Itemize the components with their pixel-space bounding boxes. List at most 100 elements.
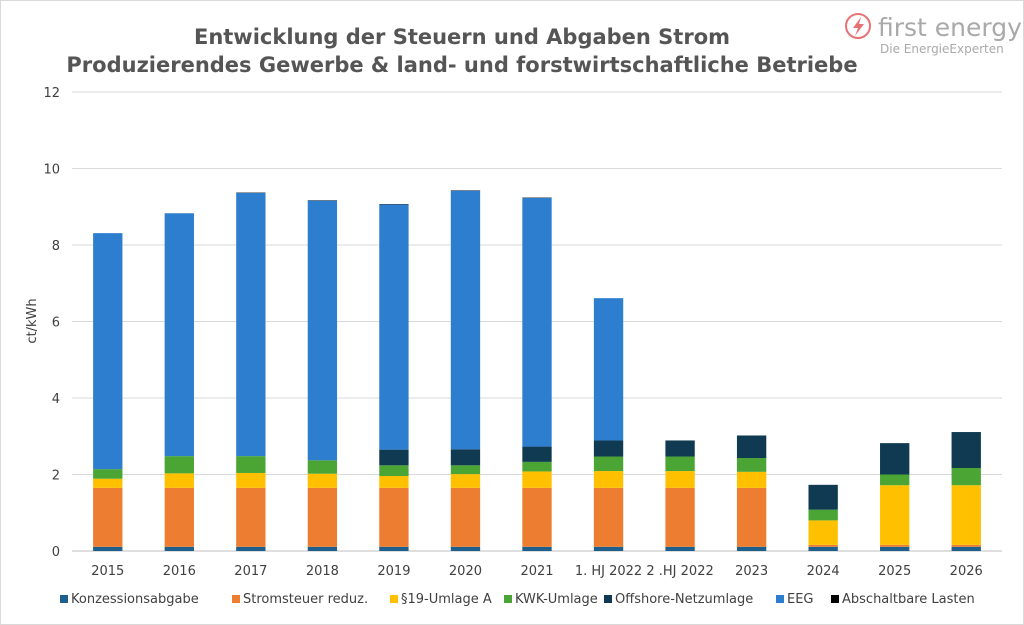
bar-segment xyxy=(236,456,266,473)
x-axis-ticks: 2015 2016 2017 2018 2019 2020 2021 1. HJ 2022 2 … xyxy=(91,564,983,579)
y-tick-label: 8 xyxy=(52,239,60,254)
bar-segment xyxy=(951,485,981,545)
bar-segment xyxy=(93,546,123,551)
bar-segment xyxy=(665,440,695,457)
bar-segment xyxy=(236,487,266,547)
legend-swatch xyxy=(232,595,240,603)
x-tick-label: 2020 xyxy=(449,564,482,579)
bar-segment xyxy=(379,465,409,477)
bar-segment xyxy=(736,435,767,459)
bar-segment xyxy=(307,460,338,474)
bar-segment xyxy=(522,546,552,551)
bar-segment xyxy=(593,546,624,551)
bar-segment xyxy=(736,471,767,488)
legend-label: Stromsteuer reduz. xyxy=(243,592,368,607)
bar-segment xyxy=(236,472,266,488)
y-tick-label: 0 xyxy=(52,545,60,560)
bar-segment xyxy=(164,213,194,457)
bar-segment xyxy=(736,546,767,551)
brand-logo: first energy Die EnergieExperten xyxy=(845,13,1022,56)
x-tick-label: 2023 xyxy=(735,564,768,579)
bar-segment xyxy=(379,204,409,450)
legend-label: Abschaltbare Lasten xyxy=(842,592,975,607)
bar-segment xyxy=(808,509,838,521)
bar-segment xyxy=(307,487,338,547)
bar-segment xyxy=(593,456,624,472)
bar-segment xyxy=(164,546,194,551)
bar-segment xyxy=(236,546,266,551)
bar-segment xyxy=(951,432,981,468)
y-tick-label: 4 xyxy=(52,392,60,407)
bar-segment xyxy=(880,443,910,475)
y-tick-label: 10 xyxy=(43,163,60,178)
lightning-bolt-icon xyxy=(845,13,871,39)
bar-segment xyxy=(93,478,123,488)
bar-segment xyxy=(379,487,409,547)
bar-segment xyxy=(522,461,552,472)
brand-tagline: Die EnergieExperten xyxy=(880,42,1004,56)
chart-title-line-1: Entwicklung der Steuern und Abgaben Stro… xyxy=(194,25,730,49)
gridlines xyxy=(72,91,1002,552)
x-tick-label: 2021 xyxy=(520,564,553,579)
bar-segment xyxy=(450,465,481,475)
bar-segment xyxy=(93,233,123,470)
bars xyxy=(93,190,981,551)
bar-segment xyxy=(593,487,624,547)
bar-segment xyxy=(379,476,409,488)
bar-segment xyxy=(736,458,767,472)
y-tick-label: 12 xyxy=(43,86,60,101)
bar-segment xyxy=(951,544,981,547)
bar-segment xyxy=(951,546,981,551)
bar-segment xyxy=(522,471,552,488)
bar-segment xyxy=(307,200,338,461)
x-tick-label: 1. HJ 2022 xyxy=(575,564,642,579)
x-tick-label: 2015 xyxy=(91,564,124,579)
bar-segment xyxy=(450,487,481,547)
bar-segment xyxy=(593,471,624,488)
bar-segment xyxy=(379,449,409,466)
bar-segment xyxy=(307,473,338,488)
brand-name: first energy xyxy=(878,13,1022,42)
legend-swatch xyxy=(60,595,68,603)
bar-segment xyxy=(379,546,409,551)
bar-segment xyxy=(880,546,910,551)
bar-segment xyxy=(93,487,123,547)
bar-segment xyxy=(593,298,624,441)
bar-segment xyxy=(450,190,481,450)
x-tick-label: 2019 xyxy=(377,564,410,579)
bar-segment xyxy=(880,485,910,545)
x-tick-label: 2018 xyxy=(306,564,339,579)
bar-segment xyxy=(164,473,194,488)
bar-segment xyxy=(522,197,552,447)
legend-label: Konzessionsabgabe xyxy=(71,592,199,607)
bar-segment xyxy=(736,487,767,547)
bar-segment xyxy=(665,456,695,472)
bar-segment xyxy=(450,474,481,488)
legend-label: EEG xyxy=(787,592,814,607)
bar-segment xyxy=(808,520,838,545)
x-tick-label: 2026 xyxy=(950,564,983,579)
legend-swatch xyxy=(776,595,784,603)
y-axis-label: ct/kWh xyxy=(25,298,40,343)
legend-swatch xyxy=(390,595,398,603)
y-tick-label: 2 xyxy=(52,469,60,484)
x-tick-label: 2016 xyxy=(163,564,196,579)
bar-segment xyxy=(450,546,481,551)
x-tick-label: 2024 xyxy=(807,564,840,579)
legend-swatch xyxy=(831,595,839,603)
legend-swatch xyxy=(604,595,612,603)
bar-segment xyxy=(93,469,123,479)
legend-label: Offshore-Netzumlage xyxy=(615,592,753,607)
bar-segment xyxy=(665,546,695,551)
bar-segment xyxy=(164,487,194,547)
bar-segment xyxy=(307,546,338,551)
x-tick-label: 2025 xyxy=(878,564,911,579)
x-tick-label: 2017 xyxy=(234,564,267,579)
bar-segment xyxy=(236,192,266,457)
x-tick-label: 2 .HJ 2022 xyxy=(646,564,713,579)
bar-segment xyxy=(665,471,695,488)
bar-segment xyxy=(808,484,838,510)
legend: Konzessionsabgabe Stromsteuer reduz. §19-U… xyxy=(60,592,975,607)
bar-segment xyxy=(450,449,481,466)
bar-segment xyxy=(164,456,194,474)
